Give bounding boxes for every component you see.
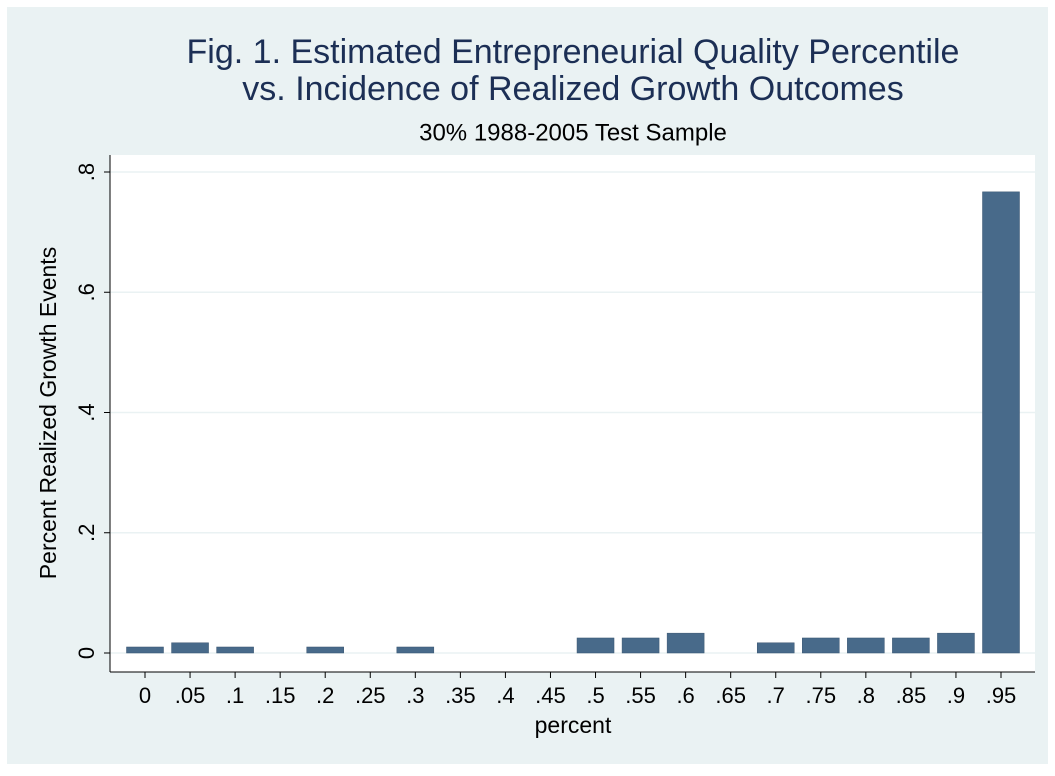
chart-subtitle: 30% 1988-2005 Test Sample <box>419 119 727 146</box>
bar <box>982 191 1020 654</box>
chart-title: vs. Incidence of Realized Growth Outcome… <box>242 70 903 108</box>
x-tick-label: .85 <box>896 683 927 708</box>
bar <box>576 637 615 654</box>
x-tick-label: .1 <box>226 683 244 708</box>
x-tick-label: .2 <box>316 683 334 708</box>
x-tick-label: .25 <box>355 683 386 708</box>
x-tick-label: .95 <box>986 683 1017 708</box>
x-tick-label: .6 <box>676 683 694 708</box>
y-tick-label: .4 <box>74 403 99 421</box>
bar <box>396 646 435 654</box>
bar <box>306 646 344 654</box>
x-tick-label: .75 <box>805 683 836 708</box>
y-axis-label: Percent Realized Growth Events <box>35 247 61 579</box>
x-tick-label: .4 <box>496 683 514 708</box>
y-tick-label: .8 <box>74 163 99 181</box>
bar <box>892 637 930 654</box>
x-tick-label: .8 <box>857 683 875 708</box>
x-axis-label: percent <box>535 712 612 738</box>
bar <box>171 642 209 654</box>
x-tick-label: .15 <box>265 683 296 708</box>
y-tick-label: .2 <box>74 524 99 542</box>
x-tick-label: .05 <box>175 683 206 708</box>
x-tick-label: .35 <box>445 683 476 708</box>
bar <box>756 642 795 654</box>
bar <box>666 632 705 654</box>
chart-title: Fig. 1. Estimated Entrepreneurial Qualit… <box>187 33 960 71</box>
y-tick-label: 0 <box>74 647 99 659</box>
x-tick-label: .45 <box>535 683 566 708</box>
bar <box>937 632 975 654</box>
bar <box>621 637 660 654</box>
y-tick-label: .6 <box>74 283 99 301</box>
x-tick-label: .7 <box>767 683 785 708</box>
x-tick-label: 0 <box>139 683 151 708</box>
bar <box>802 637 840 654</box>
x-tick-label: .3 <box>406 683 424 708</box>
plot-area <box>110 155 1035 672</box>
bar <box>216 646 254 654</box>
x-tick-label: .5 <box>586 683 604 708</box>
bar <box>126 646 164 654</box>
bar <box>847 637 885 654</box>
x-tick-label: .65 <box>715 683 746 708</box>
x-tick-label: .55 <box>625 683 656 708</box>
x-tick-label: .9 <box>947 683 965 708</box>
